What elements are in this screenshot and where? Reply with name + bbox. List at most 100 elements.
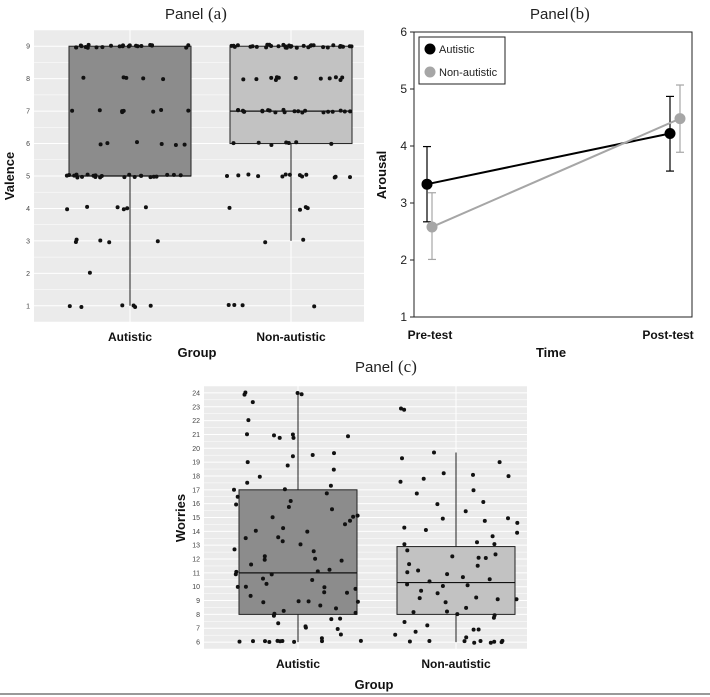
box-iqr-autistic: [238, 489, 358, 615]
data-point: [72, 173, 77, 178]
data-point: [435, 502, 440, 507]
data-point: [515, 530, 520, 535]
data-point: [423, 528, 428, 532]
data-point: [329, 141, 334, 146]
panel-b-y-ticks: 1 2 3 4 5 6: [400, 25, 414, 324]
data-point: [514, 597, 519, 602]
panel-c-boxes: [238, 392, 516, 643]
data-point: [310, 453, 315, 457]
data-point: [416, 568, 421, 573]
data-point: [97, 108, 102, 113]
data-point: [432, 450, 436, 455]
data-point: [143, 205, 148, 210]
data-point: [286, 505, 291, 509]
data-point: [460, 575, 465, 580]
data-point: [272, 611, 277, 616]
data-point: [261, 600, 266, 605]
data-point: [263, 240, 268, 245]
panel-c-title-tag: (c): [398, 357, 417, 376]
data-point: [402, 620, 407, 624]
data-point: [232, 487, 236, 492]
data-point: [330, 109, 335, 114]
data-point: [243, 584, 248, 589]
panel-c-x-axis-label: Group: [355, 677, 394, 692]
data-point: [100, 45, 105, 50]
data-point: [292, 639, 297, 644]
data-point: [445, 609, 449, 614]
data-point: [87, 270, 92, 275]
data-point: [262, 557, 267, 562]
data-point: [326, 109, 331, 114]
data-point: [506, 516, 510, 521]
data-point: [269, 572, 274, 577]
data-point: [299, 392, 304, 397]
panel-c: Panel (c) 6 7 8 9 10 11 12 13 14 15 16 17 18 19 20 21 22…: [173, 357, 527, 692]
data-point: [74, 45, 79, 50]
data-point: [331, 43, 336, 48]
data-point: [338, 632, 343, 637]
data-point: [285, 463, 290, 468]
data-point: [427, 579, 432, 584]
data-point: [405, 548, 410, 553]
data-point: [295, 391, 300, 395]
panel-a-points: [64, 42, 354, 309]
data-point: [269, 75, 274, 80]
data-point: [322, 590, 327, 595]
data-point: [402, 525, 407, 530]
y-tick-label: 7: [26, 109, 30, 116]
data-point: [301, 43, 306, 48]
data-point: [488, 640, 493, 645]
data-point: [300, 174, 305, 179]
data-point: [298, 542, 303, 547]
data-point: [256, 174, 261, 179]
data-point: [127, 43, 132, 48]
data-point: [402, 542, 407, 547]
data-point: [155, 239, 160, 244]
data-point: [414, 491, 419, 496]
data-point: [227, 205, 232, 210]
data-point: [351, 514, 356, 519]
data-point: [325, 45, 330, 50]
data-point: [304, 172, 309, 177]
data-point: [257, 474, 262, 479]
y-tick-label: 4: [26, 206, 30, 213]
data-point: [471, 627, 476, 632]
data-point: [264, 581, 269, 586]
data-point: [417, 596, 422, 601]
data-point: [148, 175, 153, 180]
data-point: [411, 610, 416, 615]
data-point: [440, 516, 445, 521]
data-point: [440, 584, 445, 588]
data-point: [333, 75, 338, 80]
data-point: [178, 173, 183, 178]
y-tick-label: 16: [192, 501, 200, 508]
data-point: [240, 303, 245, 308]
data-point: [272, 433, 276, 438]
data-point: [127, 172, 132, 177]
y-tick-label: 9: [196, 598, 200, 605]
y-tick-label: 17: [192, 487, 200, 494]
data-point: [298, 207, 302, 212]
data-point: [262, 554, 267, 559]
y-tick-label: 5: [26, 174, 30, 181]
data-point: [465, 583, 470, 588]
data-point: [232, 44, 237, 49]
data-point: [288, 499, 293, 503]
y-tick-label: 9: [26, 44, 30, 51]
data-point: [159, 108, 164, 112]
data-point: [182, 142, 187, 147]
data-point: [321, 110, 326, 115]
data-point: [81, 75, 86, 80]
y-tick-label: 8: [26, 76, 30, 83]
series-point-nonautistic: [426, 221, 438, 233]
data-point: [161, 77, 166, 82]
data-point: [471, 472, 475, 477]
y-tick-label: 20: [192, 446, 200, 453]
data-point: [99, 174, 104, 178]
data-point: [291, 435, 296, 440]
data-point: [353, 586, 358, 591]
y-tick-label: 2: [26, 271, 30, 278]
data-point: [481, 500, 486, 504]
y-tick-label: 24: [192, 390, 200, 397]
panel-b-category-posttest: Post-test: [642, 328, 693, 342]
